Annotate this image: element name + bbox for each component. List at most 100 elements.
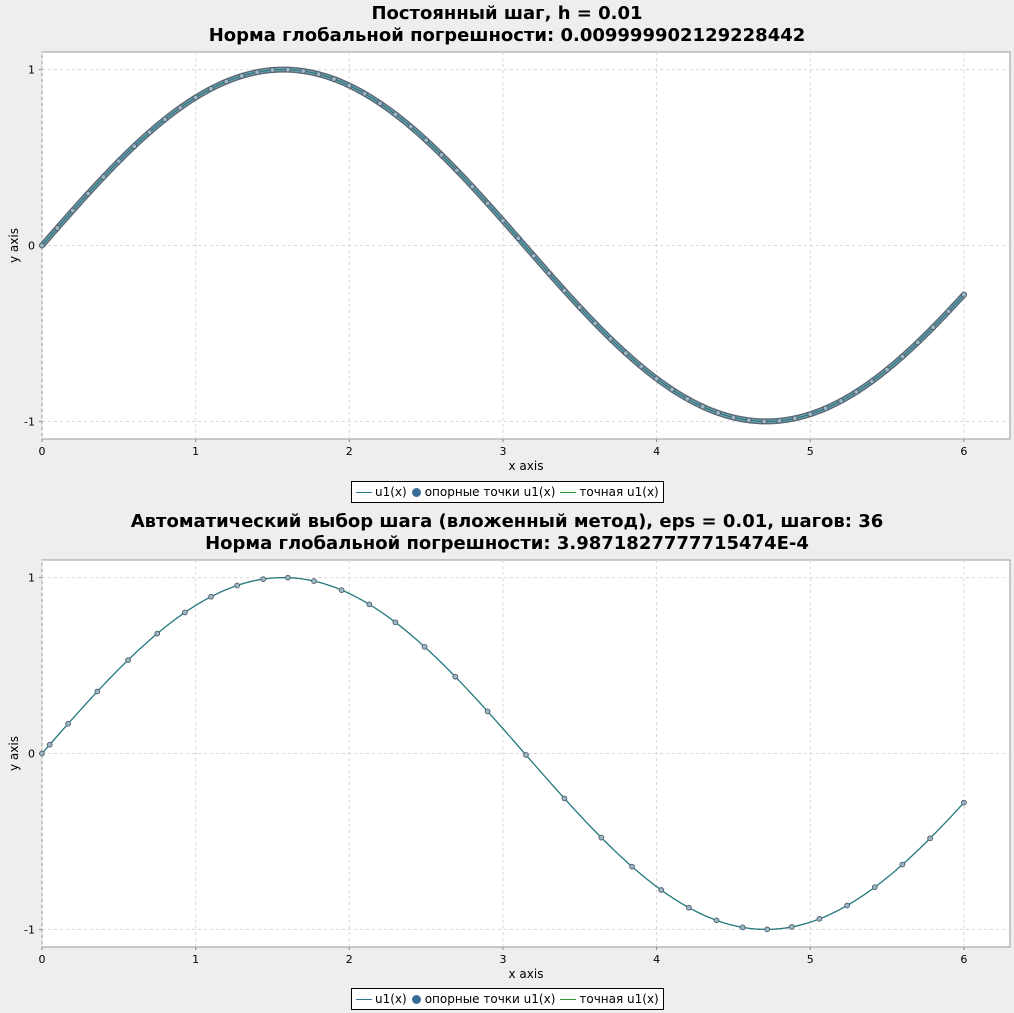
data-point (853, 389, 860, 395)
dot-swatch-icon (411, 487, 421, 497)
x-tick-label: 5 (807, 445, 814, 458)
data-point (930, 324, 937, 331)
legend-item-points: опорные точки u1(x) (411, 992, 556, 1006)
data-point (69, 207, 76, 214)
data-point (331, 76, 337, 82)
data-point (792, 415, 798, 422)
plot-area: 0 1 2 3 4 5 6 -1 0 1 x axis y axis (7, 51, 1011, 473)
chart-subtitle: Норма глобальной погрешности: 3.98718277… (205, 533, 809, 554)
y-tick-label: -1 (24, 923, 35, 936)
data-point (629, 863, 635, 870)
data-point (927, 835, 933, 842)
data-point (338, 587, 345, 593)
data-point (85, 190, 91, 197)
data-point (653, 375, 660, 382)
data-point (125, 657, 131, 663)
data-point (361, 90, 368, 97)
data-point (94, 688, 101, 695)
data-point (260, 576, 267, 582)
data-point (715, 410, 721, 416)
data-point (844, 902, 850, 909)
data-point (739, 924, 746, 931)
data-point (315, 71, 322, 78)
data-point (899, 353, 906, 360)
legend: u1(x) опорные точки u1(x) точная u1(x) (351, 988, 664, 1010)
data-point (284, 66, 291, 73)
data-point (576, 304, 583, 311)
data-point (598, 834, 605, 841)
data-point (238, 73, 245, 79)
chart-panel-constant-step: Постоянный шаг, h = 0.01 Норма глобально… (7, 3, 1011, 503)
x-tick-label: 1 (192, 445, 199, 458)
legend-label: опорные точки u1(x) (424, 992, 556, 1006)
data-point (284, 574, 291, 581)
data-point (745, 417, 752, 424)
legend: u1(x) опорные точки u1(x) точная u1(x) (351, 481, 664, 503)
data-point (65, 720, 71, 727)
y-tick-label: 1 (28, 64, 35, 77)
data-point (346, 82, 353, 89)
data-point (469, 183, 476, 190)
data-point (454, 167, 460, 174)
data-point (366, 601, 373, 608)
data-point (421, 643, 428, 650)
y-tick-label: 0 (28, 240, 35, 253)
data-point (561, 795, 568, 802)
data-point (484, 200, 491, 207)
legend-item-u1: u1(x) (356, 992, 407, 1006)
series-line-u1 (41, 576, 965, 931)
data-point (669, 386, 675, 393)
x-axis-label: x axis (509, 967, 544, 981)
chart-title: Автоматический выбор шага (вложенный мет… (130, 511, 884, 532)
data-point (39, 242, 45, 249)
x-tick-label: 6 (960, 953, 967, 966)
data-point (515, 235, 522, 242)
data-point (484, 708, 491, 715)
dot-swatch-icon (411, 994, 421, 1004)
legend-item-exact: точная u1(x) (560, 992, 659, 1006)
y-axis-label: y axis (7, 228, 21, 263)
data-point (115, 158, 122, 165)
data-point (764, 926, 771, 933)
data-point (713, 917, 720, 924)
data-point (208, 593, 214, 600)
x-tick-label: 2 (346, 953, 353, 966)
x-tick-label: 5 (807, 953, 814, 966)
data-point (684, 395, 691, 402)
y-tick-label: -1 (24, 415, 35, 428)
line-swatch-icon (356, 998, 372, 1000)
data-point (254, 69, 260, 76)
legend-label: опорные точки u1(x) (424, 485, 556, 499)
data-point (607, 335, 614, 342)
x-tick-label: 4 (653, 445, 660, 458)
data-point (871, 884, 878, 891)
data-point (638, 363, 645, 370)
data-point (423, 137, 429, 144)
y-axis-label: y axis (7, 736, 21, 771)
line-swatch-icon (560, 491, 577, 493)
data-point (39, 750, 45, 757)
chart-panel-auto-step: Автоматический выбор шага (вложенный мет… (0, 508, 1014, 1013)
legend-item-exact: точная u1(x) (560, 485, 659, 499)
line-swatch-icon (560, 998, 577, 1000)
data-point (807, 411, 814, 418)
data-point (46, 741, 53, 748)
data-point (623, 350, 629, 356)
data-point (452, 673, 459, 680)
x-tick-label: 3 (499, 953, 506, 966)
data-point (546, 270, 552, 277)
data-point (223, 78, 230, 85)
data-point (234, 582, 240, 589)
data-point (100, 174, 107, 180)
data-point (392, 111, 399, 118)
data-point (300, 68, 307, 74)
data-point (192, 94, 199, 101)
data-point (960, 291, 967, 298)
data-point (686, 904, 692, 911)
legend-label: точная u1(x) (579, 992, 659, 1006)
data-point (269, 67, 276, 73)
data-point (788, 924, 795, 930)
line-swatch-icon (356, 491, 372, 493)
data-point (822, 405, 829, 412)
y-tick-label: 0 (28, 748, 35, 761)
